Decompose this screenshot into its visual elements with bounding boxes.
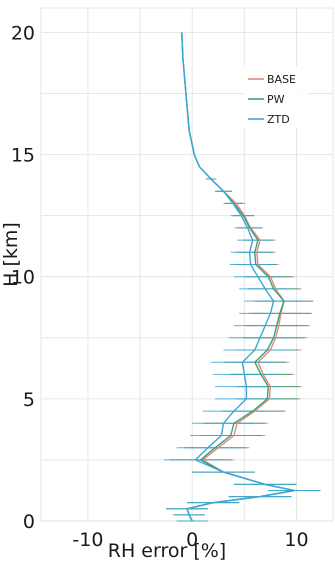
legend-label-pw: PW — [267, 93, 285, 106]
error-bars — [164, 178, 321, 522]
x-tick-label: 10 — [284, 529, 308, 551]
x-tick-label: 0 — [186, 529, 198, 551]
legend-box — [243, 66, 309, 128]
y-axis-label: H [km] — [0, 222, 22, 287]
y-tick-label: 15 — [11, 145, 35, 167]
y-tick-label: 10 — [11, 267, 35, 289]
x-axis-label: RH error [%] — [108, 540, 226, 561]
legend: BASE PW ZTD — [243, 66, 309, 128]
series-line-ztd — [181, 32, 296, 522]
legend-label-ztd: ZTD — [267, 113, 290, 126]
series-lines — [181, 32, 296, 522]
tick-labels: -10 0 10 0 5 10 15 20 — [11, 22, 309, 551]
y-tick-label: 5 — [23, 389, 35, 411]
x-tick-label: -10 — [72, 529, 103, 551]
y-tick-label: 20 — [11, 22, 35, 44]
legend-label-base: BASE — [267, 73, 296, 86]
y-tick-label: 0 — [23, 511, 35, 533]
